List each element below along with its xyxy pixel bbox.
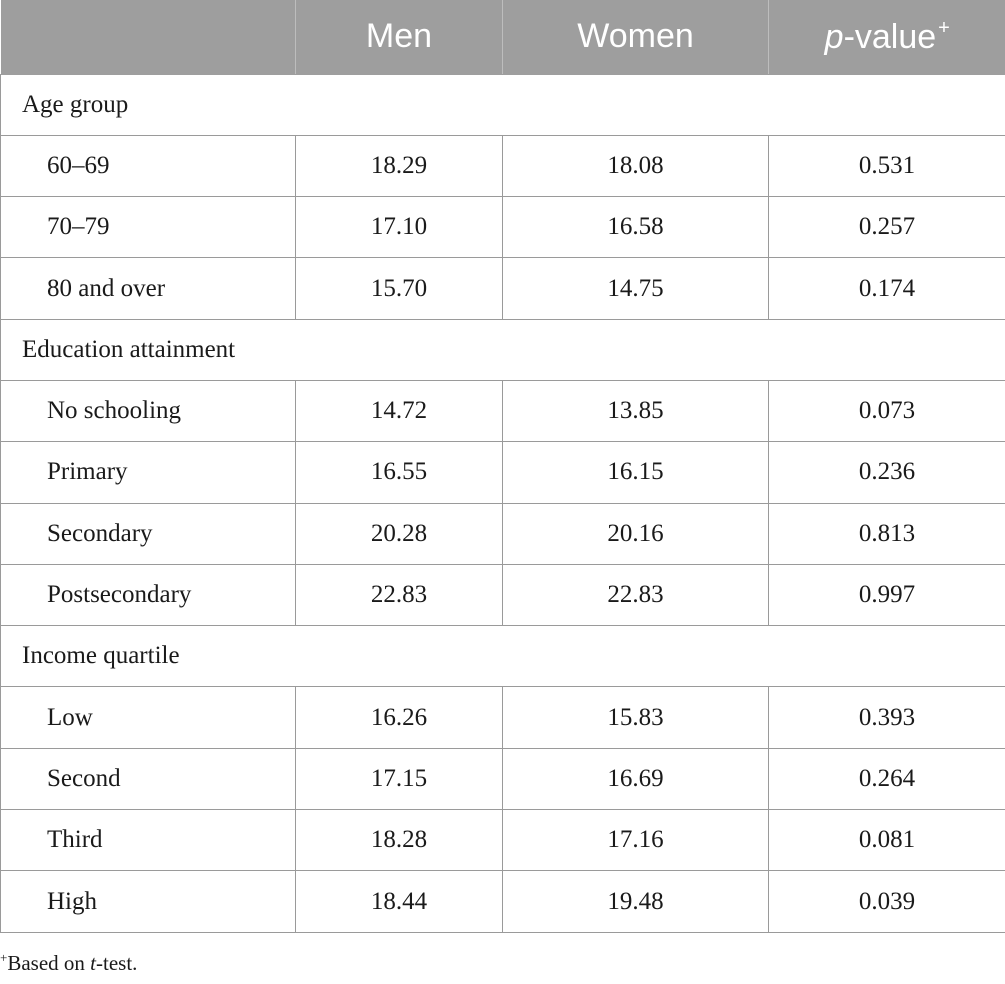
p-value: 0.531 <box>768 135 1005 198</box>
p-value-suffix: -value <box>843 17 937 56</box>
men-value: 22.83 <box>295 564 503 627</box>
women-value: 14.75 <box>502 257 769 320</box>
table-row: High 18.44 19.48 0.039 <box>0 870 1005 933</box>
row-label: No schooling <box>0 380 296 443</box>
footnote-italic-t: t <box>90 951 97 975</box>
row-label: High <box>0 870 296 933</box>
row-label: Third <box>0 809 296 872</box>
row-label: 60–69 <box>0 135 296 198</box>
p-value: 0.081 <box>768 809 1005 872</box>
table-row: Low 16.26 15.83 0.393 <box>0 686 1005 749</box>
row-label: Postsecondary <box>0 564 296 627</box>
table-row: Second 17.15 16.69 0.264 <box>0 748 1005 811</box>
row-label: Secondary <box>0 503 296 565</box>
women-value: 16.58 <box>502 196 769 259</box>
row-label: Second <box>0 748 296 811</box>
footnote-text-before: Based on <box>7 951 91 975</box>
p-value: 0.257 <box>768 196 1005 259</box>
table-header: Men Women p-value + <box>0 0 1005 75</box>
footnote-text-after: -test. <box>96 951 138 975</box>
header-women: Women <box>502 0 769 75</box>
row-label: 70–79 <box>0 196 296 259</box>
men-value: 16.55 <box>295 441 503 504</box>
men-value: 16.26 <box>295 686 503 749</box>
p-value: 0.073 <box>768 380 1005 443</box>
group-label: Income quartile <box>0 625 1005 688</box>
women-value: 17.16 <box>502 809 769 872</box>
men-value: 18.44 <box>295 870 503 933</box>
p-value: 0.393 <box>768 686 1005 749</box>
table-row: Third 18.28 17.16 0.081 <box>0 809 1005 872</box>
women-value: 16.15 <box>502 441 769 504</box>
women-value: 20.16 <box>502 503 769 565</box>
table-row: 70–79 17.10 16.58 0.257 <box>0 196 1005 259</box>
p-value: 0.039 <box>768 870 1005 933</box>
row-label: 80 and over <box>0 257 296 320</box>
men-value: 18.29 <box>295 135 503 198</box>
p-value: 0.997 <box>768 564 1005 627</box>
table-row: Postsecondary 22.83 22.83 0.997 <box>0 564 1005 627</box>
header-row: Men Women p-value + <box>0 0 1005 75</box>
men-value: 20.28 <box>295 503 503 565</box>
p-value-italic-p: p <box>824 17 844 56</box>
women-value: 16.69 <box>502 748 769 811</box>
table-row: Secondary 20.28 20.16 0.813 <box>0 503 1005 565</box>
men-value: 15.70 <box>295 257 503 320</box>
table-row: Primary 16.55 16.15 0.236 <box>0 441 1005 504</box>
p-value: 0.174 <box>768 257 1005 320</box>
p-value: 0.264 <box>768 748 1005 811</box>
group-row: Age group <box>0 74 1005 136</box>
group-label: Age group <box>0 74 1005 136</box>
p-value: 0.813 <box>768 503 1005 565</box>
women-value: 13.85 <box>502 380 769 443</box>
table-footnote: +Based on t-test. <box>0 950 137 976</box>
group-label: Education attainment <box>0 319 1005 381</box>
table-row: 80 and over 15.70 14.75 0.174 <box>0 257 1005 320</box>
p-value: 0.236 <box>768 441 1005 504</box>
p-value-superscript: + <box>938 16 950 39</box>
group-row: Income quartile <box>0 625 1005 688</box>
row-label: Primary <box>0 441 296 504</box>
header-blank-cell <box>0 0 296 75</box>
table-row: 60–69 18.29 18.08 0.531 <box>0 135 1005 198</box>
women-value: 19.48 <box>502 870 769 933</box>
footnote-superscript: + <box>0 950 8 965</box>
men-value: 17.10 <box>295 196 503 259</box>
row-label: Low <box>0 686 296 749</box>
men-value: 14.72 <box>295 380 503 443</box>
table-body: Age group 60–69 18.29 18.08 0.531 70–79 17.10 1… <box>0 74 1005 933</box>
men-value: 18.28 <box>295 809 503 872</box>
header-p-value: p-value + <box>768 0 1005 75</box>
women-value: 22.83 <box>502 564 769 627</box>
table-row: No schooling 14.72 13.85 0.073 <box>0 380 1005 443</box>
header-men: Men <box>295 0 503 75</box>
women-value: 18.08 <box>502 135 769 198</box>
men-value: 17.15 <box>295 748 503 811</box>
women-value: 15.83 <box>502 686 769 749</box>
results-table: Men Women p-value + Age group 60–69 18.29 18… <box>0 0 1005 933</box>
group-row: Education attainment <box>0 319 1005 381</box>
